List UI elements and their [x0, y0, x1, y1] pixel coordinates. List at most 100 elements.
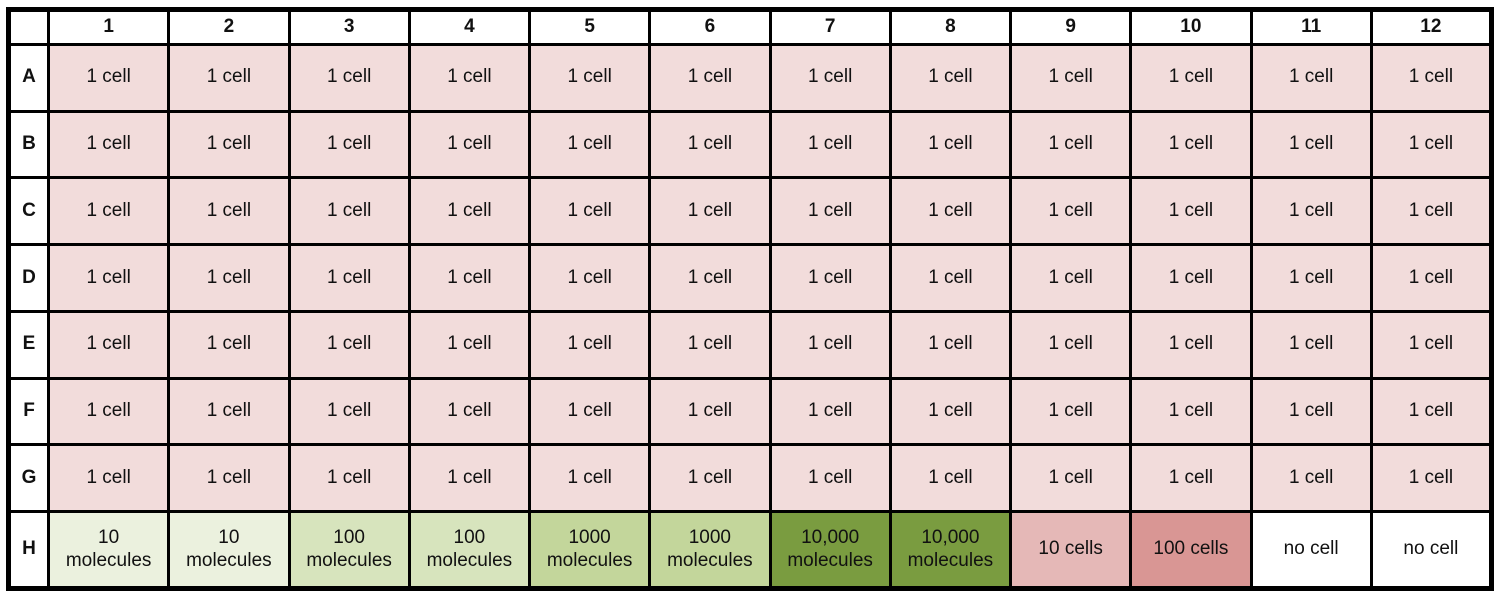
well: 10 molecules: [46, 510, 171, 590]
well: 1 cell: [46, 309, 171, 380]
well: 1 cell: [46, 176, 171, 247]
well: 1 cell: [407, 43, 532, 113]
well: no cell: [1249, 510, 1373, 590]
well: 1 cell: [1129, 109, 1253, 180]
well: 1 cell: [287, 43, 411, 113]
well: 1 cell: [1008, 176, 1133, 247]
well: 100 molecules: [287, 510, 411, 590]
well: 1 cell: [1249, 443, 1373, 514]
well: 1 cell: [287, 109, 411, 180]
well: 1 cell: [1369, 243, 1494, 313]
well: 1 cell: [287, 376, 411, 447]
well: 1 cell: [1129, 443, 1253, 514]
well: 1 cell: [648, 176, 772, 247]
well: 1 cell: [167, 43, 291, 113]
column-header: 12: [1369, 8, 1494, 46]
well: 1 cell: [46, 376, 171, 447]
well: 1 cell: [167, 309, 291, 380]
well: 1 cell: [1129, 309, 1253, 380]
well: 1 cell: [768, 109, 892, 180]
well: 1 cell: [1369, 309, 1494, 380]
well: 1 cell: [768, 176, 892, 247]
well: 1 cell: [287, 243, 411, 313]
well: 1 cell: [407, 443, 532, 514]
row-header: E: [7, 309, 50, 380]
well: 1 cell: [768, 243, 892, 313]
column-header: 10: [1129, 8, 1253, 46]
well: 10 cells: [1008, 510, 1133, 590]
row-header: F: [7, 376, 50, 447]
well: 1 cell: [407, 376, 532, 447]
row-header: C: [7, 176, 50, 247]
column-header: 8: [888, 8, 1013, 46]
well: 1 cell: [1129, 176, 1253, 247]
column-header: 2: [167, 8, 291, 46]
well: 1 cell: [1008, 443, 1133, 514]
row-header: D: [7, 243, 50, 313]
well: 1 cell: [527, 176, 652, 247]
well: 1 cell: [1129, 243, 1253, 313]
well: 1 cell: [527, 376, 652, 447]
well: 1 cell: [527, 43, 652, 113]
well: 1 cell: [1249, 43, 1373, 113]
well: 1 cell: [768, 376, 892, 447]
well: 1 cell: [1129, 376, 1253, 447]
well: 1 cell: [1369, 376, 1494, 447]
table-row: H 10 molecules 10 molecules 100 molecules 10…: [7, 510, 1494, 590]
column-header: 1: [46, 8, 171, 46]
well: 10,000 molecules: [768, 510, 892, 590]
well: 1 cell: [167, 176, 291, 247]
well: 100 cells: [1129, 510, 1253, 590]
well: 1 cell: [167, 109, 291, 180]
well: 1 cell: [287, 309, 411, 380]
well: 1 cell: [888, 109, 1013, 180]
well: 1 cell: [1129, 43, 1253, 113]
column-header: 11: [1249, 8, 1373, 46]
well: 1 cell: [287, 176, 411, 247]
well: 1 cell: [1008, 376, 1133, 447]
well: 1 cell: [648, 109, 772, 180]
well: 1 cell: [167, 376, 291, 447]
well: 1 cell: [888, 376, 1013, 447]
well: 1 cell: [1249, 376, 1373, 447]
well: 10 molecules: [167, 510, 291, 590]
well: 1 cell: [888, 176, 1013, 247]
well: 1 cell: [648, 43, 772, 113]
well: 1 cell: [46, 43, 171, 113]
well: 1 cell: [1008, 243, 1133, 313]
well: 1 cell: [1249, 109, 1373, 180]
well: 1 cell: [1369, 43, 1494, 113]
well: 1 cell: [167, 443, 291, 514]
well: 1 cell: [888, 43, 1013, 113]
well: no cell: [1369, 510, 1494, 590]
well: 1 cell: [1008, 43, 1133, 113]
well: 1 cell: [888, 443, 1013, 514]
column-header: 7: [768, 8, 892, 46]
well: 1000 molecules: [527, 510, 652, 590]
well: 1 cell: [1369, 176, 1494, 247]
column-header: 3: [287, 8, 411, 46]
well: 1 cell: [888, 243, 1013, 313]
well: 1 cell: [1249, 243, 1373, 313]
well: 1 cell: [287, 443, 411, 514]
well: 1 cell: [1369, 443, 1494, 514]
column-header: 4: [407, 8, 532, 46]
row-header: A: [7, 43, 50, 113]
column-header: 5: [527, 8, 652, 46]
well: 1 cell: [167, 243, 291, 313]
row-header: H: [7, 510, 50, 590]
well: 1 cell: [407, 243, 532, 313]
well: 1 cell: [1008, 309, 1133, 380]
column-header: 6: [648, 8, 772, 46]
well: 1 cell: [527, 243, 652, 313]
well: 1 cell: [648, 243, 772, 313]
well: 1 cell: [1008, 109, 1133, 180]
well: 1 cell: [648, 443, 772, 514]
well: 1 cell: [407, 309, 532, 380]
well: 1 cell: [1249, 309, 1373, 380]
